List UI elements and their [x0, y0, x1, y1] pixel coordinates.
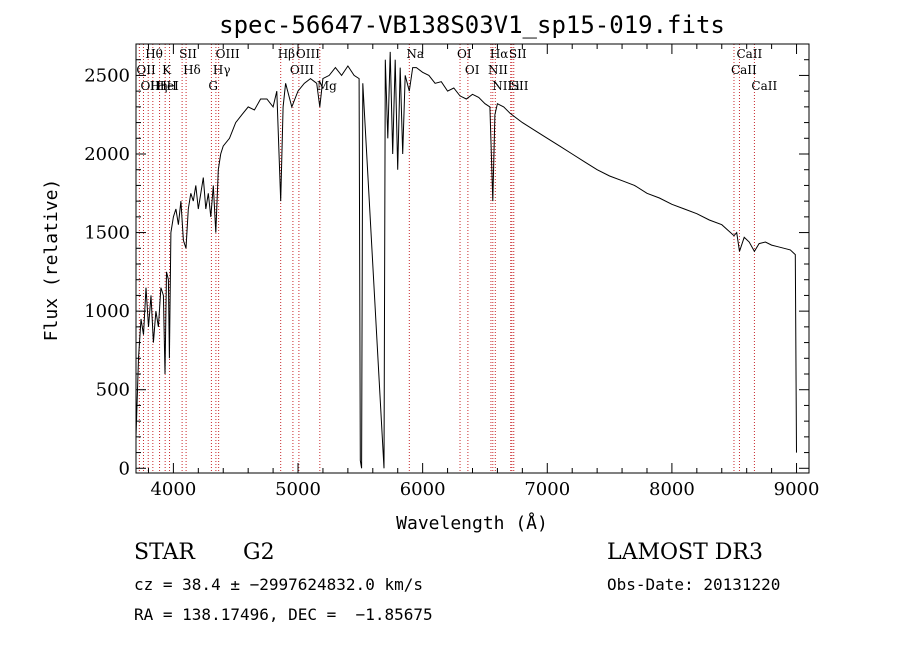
feature-label: Na: [406, 47, 424, 61]
y-tick-label: 2500: [84, 65, 130, 86]
y-tick-label: 0: [119, 458, 130, 479]
feature-label: Li: [508, 79, 520, 93]
feature-label: OIII: [140, 79, 164, 93]
x-axis-label: Wavelength (Å): [396, 512, 548, 534]
x-tick-label: 5000: [275, 479, 321, 500]
y-axis-label: Flux (relative): [41, 179, 62, 342]
feature-label: HeI: [157, 79, 180, 93]
feature-label: H: [167, 79, 177, 93]
feature-label: Hη: [150, 79, 168, 93]
feature-label: SII: [511, 79, 529, 93]
feature-label: K: [162, 63, 172, 77]
feature-label: CaII: [731, 63, 757, 77]
obs-date: Obs-Date: 20131220: [607, 575, 781, 594]
feature-label: Hθ: [145, 47, 163, 61]
x-tick-label: 8000: [649, 479, 695, 500]
feature-label: CaII: [751, 79, 777, 93]
feature-label: Hγ: [213, 63, 231, 77]
feature-labels: HθOIIOIIIHηHeIKSIIHHδOIIIHγGHβOIIIOIIIMg…: [136, 47, 777, 93]
feature-label: OII: [136, 63, 156, 77]
object-class: STAR: [134, 540, 195, 565]
feature-label: OI: [465, 63, 480, 77]
survey-name: LAMOST DR3: [607, 540, 763, 565]
feature-label: CaII: [736, 47, 762, 61]
y-tick-label: 500: [96, 380, 130, 401]
feature-label: Hβ: [278, 47, 295, 61]
feature-lines: [138, 44, 755, 473]
feature-label: SII: [179, 47, 197, 61]
y-tick-label: 1500: [84, 223, 130, 244]
feature-label: NII: [492, 79, 512, 93]
chart-title: spec-56647-VB138S03V1_sp15-019.fits: [219, 11, 725, 39]
feature-label: OIII: [290, 63, 314, 77]
x-tick-label: 7000: [524, 479, 570, 500]
feature-label: Mg: [317, 79, 337, 93]
x-axis: 4000 5000 6000 7000 8000 9000: [147, 44, 820, 500]
coordinates-text: RA = 138.17496, DEC = −1.85675: [134, 605, 433, 624]
object-subclass: G2: [243, 540, 275, 565]
feature-label: OIII: [296, 47, 320, 61]
spectrum-line: [135, 51, 797, 469]
y-tick-label: 1000: [84, 301, 130, 322]
feature-label: Hδ: [183, 63, 201, 77]
x-tick-label: 6000: [400, 479, 446, 500]
y-tick-label: 2000: [84, 144, 130, 165]
feature-label: G: [208, 79, 218, 93]
x-tick-label: 4000: [150, 479, 196, 500]
feature-label: NII: [488, 63, 508, 77]
y-axis: 0 500 1000 1500 2000 2500: [84, 59, 809, 479]
feature-label: SII: [509, 47, 527, 61]
feature-label: Hα: [490, 47, 509, 61]
x-tick-label: 9000: [774, 479, 820, 500]
plot-frame: [135, 43, 810, 474]
feature-label: OI: [457, 47, 472, 61]
redshift-text: cz = 38.4 ± −2997624832.0 km/s: [134, 575, 423, 594]
feature-label: OIII: [216, 47, 240, 61]
